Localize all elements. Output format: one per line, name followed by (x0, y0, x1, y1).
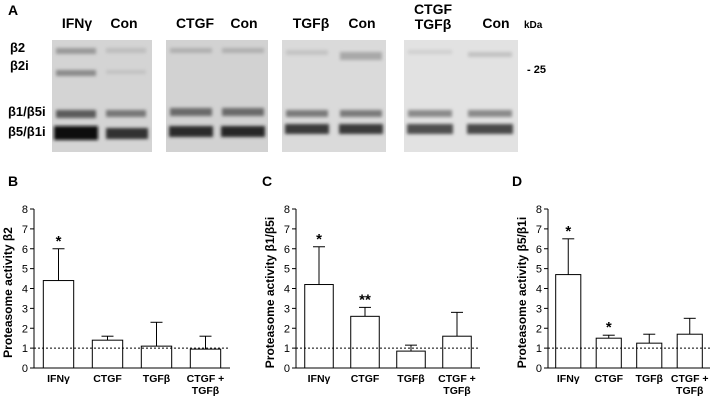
panel-c-y-tick-label: 2 (284, 323, 290, 335)
panel-a-letter: A (8, 2, 19, 18)
panel-b-y-tick-label: 6 (22, 244, 28, 256)
lane-label-con-2: Con (230, 15, 258, 31)
panel-c-bar (442, 335, 472, 369)
panel-b-y-tick-label: 4 (22, 284, 28, 296)
panel-d-significance: * (606, 319, 612, 336)
panel-c-significance: * (316, 231, 322, 248)
panel-b-category-label: TGFβ (143, 373, 171, 385)
panel-d-category-label: IFNγ (557, 373, 580, 385)
panel-b-category-label: CTGF + (187, 373, 225, 385)
lane-label-ctgf: CTGF (175, 15, 215, 31)
panel-d-y-tick-label: 3 (536, 303, 542, 315)
panel-b-category-label: CTGF (93, 373, 122, 385)
panel-c-y-tick-label: 3 (284, 303, 290, 315)
panel-c-category-label: IFNγ (308, 373, 331, 385)
panel-b-letter: B (8, 173, 18, 189)
gel-image-tgfb (282, 40, 386, 152)
panel-b-y-tick-label: 2 (22, 323, 28, 335)
panel-c-y-tick-label: 5 (284, 264, 290, 276)
panel-d-y-tick-label: 4 (536, 284, 542, 296)
panel-c-bar (350, 315, 380, 369)
panel-d-y-tick-label: 8 (536, 204, 542, 216)
panel-b-y-tick-label: 0 (22, 363, 28, 375)
lane-label-con-4: Con (482, 15, 510, 31)
panel-b-category-label: IFNγ (47, 373, 70, 385)
panel-b-y-label: Proteasome activity β2 (1, 227, 15, 358)
panel-c-y-tick-label: 1 (284, 343, 290, 355)
kda-unit: kDa (524, 20, 543, 31)
panel-c-y-tick-label: 8 (284, 204, 290, 216)
panel-d-y-tick-label: 2 (536, 323, 542, 335)
panel-d-y-tick-label: 0 (536, 363, 542, 375)
panel-b-y-tick-label: 5 (22, 264, 28, 276)
panel-c-bar (304, 284, 334, 369)
panel-c-category-label: TGFβ (443, 385, 471, 397)
panel-d-y-tick-label: 1 (536, 343, 542, 355)
panel-d-y-tick-label: 6 (536, 244, 542, 256)
panel-b-y-tick-label: 1 (22, 343, 28, 355)
panel-d-bar (595, 337, 622, 369)
lane-label-tgfb: TGFβ (292, 15, 330, 31)
marker-25: - 25 (527, 64, 546, 76)
gel-image-ifng (52, 40, 152, 152)
panel-c-category-label: CTGF + (438, 373, 476, 385)
panel-b-y-tick-label: 8 (22, 204, 28, 216)
gel-image-ctgf (166, 40, 268, 152)
panel-b-significance: * (56, 233, 62, 250)
lane-label-con-3: Con (348, 15, 376, 31)
lane-label-ifng: IFNγ (61, 15, 93, 31)
band-label-b5b1i: β5/β1i (8, 124, 46, 139)
panel-b-bar (140, 345, 173, 369)
panel-c-letter: C (262, 173, 272, 189)
band-label-b2: β2 (10, 40, 26, 55)
panel-d-y-tick-label: 5 (536, 264, 542, 276)
panel-d-category-label: TGFβ (636, 373, 664, 385)
panel-c-y-tick-label: 4 (284, 284, 290, 296)
panel-b-y-tick-label: 7 (22, 224, 28, 236)
panel-d-y-tick-label: 7 (536, 224, 542, 236)
panel-d-category-label: CTGF + (671, 373, 709, 385)
band-label-b2i: β2i (10, 58, 29, 73)
panel-b-bar (42, 280, 75, 369)
band-label-b1b5i: β1/β5i (8, 104, 46, 119)
panel-d-category-label: CTGF (594, 373, 623, 385)
gel-image-ctgf-tgfb (404, 40, 518, 152)
panel-b-bar (91, 339, 124, 369)
panel-b-bar (189, 348, 222, 369)
panel-d-category-label: TGFβ (676, 385, 704, 397)
panel-d-y-label: Proteasome activity β5/β1i (515, 217, 529, 368)
panel-b-category-label: TGFβ (192, 385, 220, 397)
lane-label-ctgf-tgfb: CTGF TGFβ (413, 1, 453, 32)
panel-c-y-tick-label: 6 (284, 244, 290, 256)
panel-c-y-label: Proteasome activity β1/β5i (263, 217, 277, 368)
panel-c-bar (396, 350, 426, 369)
panel-d-bar (555, 274, 582, 369)
panel-c-significance: ** (359, 291, 371, 308)
panel-d-letter: D (512, 173, 522, 189)
panel-c-y-tick-label: 0 (284, 363, 290, 375)
panel-b-y-tick-label: 3 (22, 303, 28, 315)
panel-d-bar (636, 342, 663, 369)
panel-d-significance: * (565, 223, 571, 240)
panel-c-category-label: CTGF (351, 373, 380, 385)
panel-c-y-tick-label: 7 (284, 224, 290, 236)
lane-label-con-1: Con (110, 15, 138, 31)
panel-d-bar (676, 333, 703, 369)
panel-c-category-label: TGFβ (397, 373, 425, 385)
